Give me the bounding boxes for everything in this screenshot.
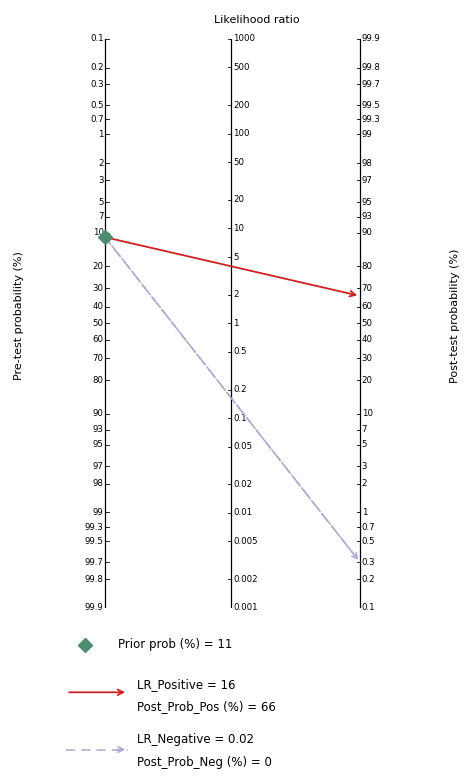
Text: 60: 60 [93,336,104,344]
Text: 99: 99 [93,508,104,517]
Text: 60: 60 [362,302,373,311]
Text: 3: 3 [362,462,367,471]
Text: 98: 98 [362,159,373,167]
Text: 99.3: 99.3 [362,115,381,124]
Text: 20: 20 [93,262,104,271]
Text: 0.01: 0.01 [234,509,253,517]
Text: 1: 1 [98,129,104,139]
Text: 40: 40 [93,302,104,311]
Text: 99.5: 99.5 [362,100,381,110]
Text: 10: 10 [93,228,104,238]
Text: 0.7: 0.7 [90,115,104,124]
Text: 2: 2 [234,291,239,299]
Text: 99.8: 99.8 [85,575,104,583]
Text: 30: 30 [362,354,373,363]
Text: 90: 90 [362,228,373,238]
Text: 100: 100 [234,129,250,138]
Text: 93: 93 [93,425,104,434]
Text: 0.2: 0.2 [234,385,247,394]
Text: Post_Prob_Pos (%) = 66: Post_Prob_Pos (%) = 66 [137,700,276,714]
Text: Post_Prob_Neg (%) = 0: Post_Prob_Neg (%) = 0 [137,756,273,769]
Text: 500: 500 [234,63,250,72]
Text: 0.05: 0.05 [234,442,253,451]
Text: 95: 95 [362,198,373,206]
Text: Post-test probability (%): Post-test probability (%) [450,249,460,382]
Text: 3: 3 [98,176,104,185]
Text: 99.7: 99.7 [362,79,381,89]
Text: 7: 7 [362,425,367,434]
Text: Prior prob (%) = 11: Prior prob (%) = 11 [118,638,233,651]
Text: 10: 10 [362,409,373,418]
Text: 99.3: 99.3 [85,523,104,532]
Text: 1: 1 [234,319,239,328]
Text: 80: 80 [362,262,373,271]
Text: 93: 93 [362,213,373,221]
Text: 1000: 1000 [234,34,255,44]
Text: 50: 50 [93,319,104,328]
Text: 99.7: 99.7 [85,558,104,567]
Text: 95: 95 [93,440,104,449]
Text: 40: 40 [362,336,373,344]
Text: Pre-test probability (%): Pre-test probability (%) [14,251,24,380]
Text: 0.1: 0.1 [234,414,247,422]
Text: 50: 50 [362,319,373,328]
Text: 90: 90 [93,409,104,418]
Text: 5: 5 [98,198,104,206]
Text: 20: 20 [234,196,245,204]
Text: 0.3: 0.3 [362,558,375,567]
Text: 70: 70 [93,354,104,363]
Text: 99.8: 99.8 [362,63,381,72]
Text: 2: 2 [98,159,104,167]
Text: LR_Positive = 16: LR_Positive = 16 [137,678,236,691]
Text: Likelihood ratio: Likelihood ratio [214,15,299,24]
Text: 30: 30 [93,284,104,293]
Text: 200: 200 [234,100,250,110]
Text: 5: 5 [234,252,239,262]
Text: 0.1: 0.1 [90,34,104,44]
Text: 5: 5 [362,440,367,449]
Text: 2: 2 [362,479,367,488]
Text: 99: 99 [362,129,372,139]
Text: 97: 97 [93,462,104,471]
Text: 20: 20 [362,375,373,385]
Text: 98: 98 [93,479,104,488]
Text: 50: 50 [234,157,245,167]
Text: 0.5: 0.5 [234,347,247,356]
Text: 0.005: 0.005 [234,537,258,546]
Text: 80: 80 [93,375,104,385]
Text: 10: 10 [234,224,245,233]
Text: 0.02: 0.02 [234,480,253,489]
Text: 97: 97 [362,176,373,185]
Text: LR_Negative = 0.02: LR_Negative = 0.02 [137,733,255,746]
Text: 0.002: 0.002 [234,575,258,583]
Text: 0.001: 0.001 [234,603,258,612]
Text: 1: 1 [362,508,367,517]
Text: 0.1: 0.1 [362,603,375,612]
Text: 0.7: 0.7 [362,523,375,532]
Text: 7: 7 [98,213,104,221]
Text: 99.5: 99.5 [85,537,104,546]
Text: 0.5: 0.5 [90,100,104,110]
Text: 99.9: 99.9 [85,603,104,612]
Text: 0.2: 0.2 [90,63,104,72]
Text: 70: 70 [362,284,373,293]
Text: 0.5: 0.5 [362,537,375,546]
Text: 99.9: 99.9 [362,34,380,44]
Text: 0.3: 0.3 [90,79,104,89]
Text: 0.2: 0.2 [362,575,375,583]
